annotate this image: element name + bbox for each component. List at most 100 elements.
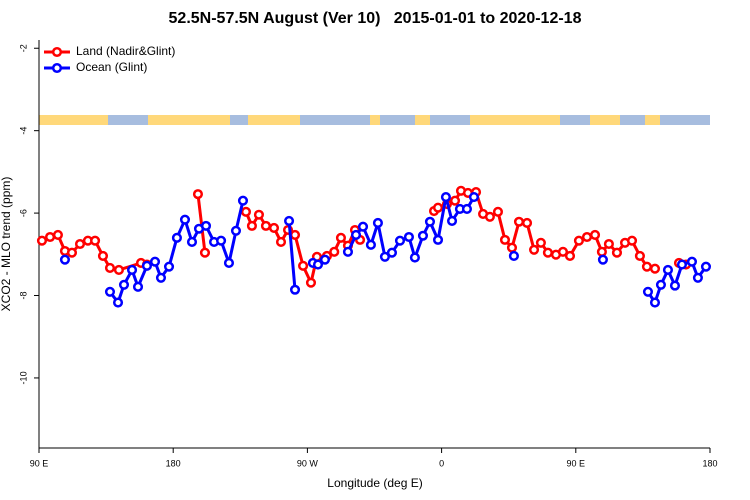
data-point — [634, 250, 645, 262]
data-point — [268, 222, 280, 233]
data-point — [223, 257, 235, 269]
data-point — [90, 235, 101, 246]
x-tick-label: 90 E — [30, 458, 49, 468]
data-point — [557, 246, 569, 257]
data-point — [237, 195, 249, 206]
x-tick-label: 90 W — [297, 458, 319, 468]
data-point — [449, 195, 461, 206]
data-point — [298, 260, 309, 271]
legend-label: Ocean (Glint) — [76, 60, 147, 74]
data-point — [528, 244, 540, 255]
data-point — [596, 246, 607, 257]
data-point — [329, 246, 340, 257]
data-point — [66, 247, 78, 258]
data-point — [669, 280, 681, 291]
data-point — [403, 231, 414, 243]
data-point — [240, 206, 252, 217]
y-tick-label: -10 — [18, 371, 28, 384]
data-point — [513, 216, 525, 227]
data-point — [440, 191, 451, 203]
data-point — [44, 231, 56, 243]
data-point — [446, 215, 458, 226]
data-point — [171, 232, 182, 243]
data-point — [372, 217, 383, 229]
data-point — [319, 254, 331, 265]
data-point — [230, 225, 242, 236]
data-point — [155, 272, 167, 283]
data-point — [199, 247, 211, 258]
legend-marker — [51, 46, 63, 58]
data-point — [597, 254, 608, 265]
data-point — [52, 229, 63, 240]
data-point — [342, 246, 354, 257]
data-point — [118, 279, 130, 290]
data-point — [535, 237, 546, 248]
data-point — [394, 235, 406, 246]
data-point — [275, 236, 287, 247]
y-tick-label: -8 — [18, 292, 28, 300]
data-point — [246, 220, 257, 231]
data-point — [253, 209, 264, 220]
data-point — [113, 264, 124, 276]
data-point — [386, 247, 397, 258]
data-point — [74, 238, 86, 250]
data-point — [335, 232, 347, 243]
data-point — [141, 260, 153, 271]
data-point — [357, 221, 369, 232]
data-point — [573, 235, 584, 246]
data-point — [36, 235, 48, 246]
data-point — [432, 234, 444, 245]
data-point — [289, 284, 301, 295]
x-tick-label: 90 E — [567, 458, 586, 468]
data-point — [589, 229, 601, 240]
data-point — [149, 256, 161, 267]
x-tick-label: 0 — [439, 458, 444, 468]
data-point — [192, 189, 204, 200]
data-point — [163, 261, 175, 272]
y-tick-label: -6 — [18, 209, 28, 217]
data-point — [132, 281, 144, 292]
data-point — [700, 261, 712, 272]
data-point — [484, 211, 495, 222]
data-point — [642, 286, 654, 297]
data-point — [289, 229, 301, 240]
data-point — [350, 229, 362, 240]
data-point — [508, 250, 519, 262]
data-point — [676, 259, 688, 270]
data-point — [662, 264, 674, 276]
data-point — [312, 259, 324, 270]
data-point — [126, 264, 138, 276]
data-point — [581, 231, 593, 243]
data-point — [59, 254, 70, 265]
data-point — [216, 235, 227, 246]
legend-marker — [51, 62, 63, 74]
data-point — [649, 297, 661, 308]
x-tick-label: 180 — [702, 458, 717, 468]
data-point — [692, 272, 703, 283]
data-point — [200, 220, 212, 231]
data-point — [686, 256, 698, 267]
data-point — [104, 262, 116, 273]
x-axis-label: Longitude (deg E) — [327, 476, 422, 490]
legend-label: Land (Nadir&Glint) — [76, 44, 175, 58]
data-point — [432, 202, 444, 213]
map-strip — [39, 115, 710, 125]
data-point — [112, 297, 124, 308]
y-tick-label: -2 — [18, 44, 28, 52]
y-tick-label: -4 — [18, 127, 28, 135]
data-point — [626, 235, 638, 246]
data-point — [649, 263, 661, 274]
data-point — [611, 247, 623, 258]
data-point — [379, 251, 390, 262]
data-point — [365, 239, 376, 250]
data-point — [461, 203, 472, 215]
data-point — [603, 238, 614, 250]
data-point — [521, 217, 533, 229]
data-point — [417, 230, 429, 241]
data-point — [641, 261, 652, 272]
data-point — [260, 220, 271, 231]
data-point — [655, 279, 666, 290]
data-point — [186, 236, 198, 247]
data-point — [542, 247, 553, 258]
